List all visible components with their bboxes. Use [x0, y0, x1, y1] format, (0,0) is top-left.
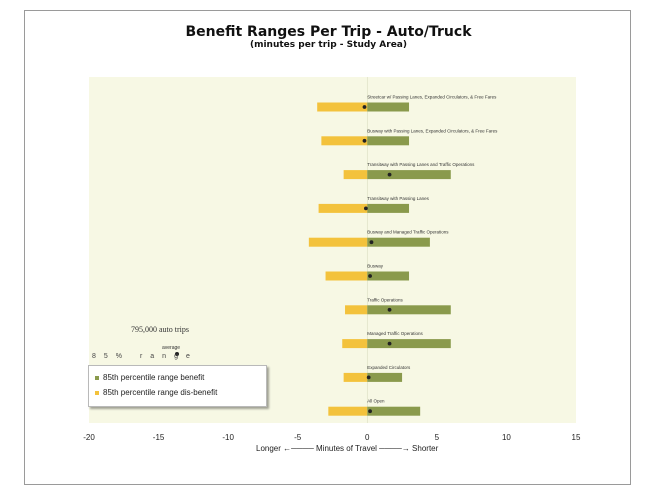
bar-benefit	[367, 170, 451, 180]
bar-disbenefit	[343, 170, 368, 180]
x-tick-label: -15	[153, 433, 165, 442]
average-marker	[387, 307, 392, 312]
chart-title: Benefit Ranges Per Trip - Auto/Truck	[185, 24, 472, 40]
bar-disbenefit	[318, 203, 368, 213]
x-tick-label: -10	[222, 433, 234, 442]
x-axis-label: Longer ←──── Minutes of Travel ────→ Sho…	[256, 444, 439, 453]
bar-category-label: Busway	[367, 264, 384, 269]
bar-category-label: Transitway with Passing Lanes	[367, 196, 429, 201]
bar-disbenefit	[328, 406, 368, 416]
bar-category-label: Managed Traffic Operations	[367, 331, 423, 336]
average-marker-key	[175, 352, 179, 356]
bar-category-label: Expanded Circulators	[367, 365, 411, 370]
average-marker	[369, 240, 374, 245]
bar-disbenefit	[343, 372, 368, 382]
legend: 85th percentile range benefit 85th perce…	[88, 365, 267, 407]
x-tick-label: -5	[294, 433, 302, 442]
bar-category-label: Streetcar w/ Passing Lanes, Expanded Cir…	[367, 95, 497, 100]
bar-benefit	[367, 136, 410, 146]
bar-benefit	[367, 203, 410, 213]
bar-category-label: Busway with Passing Lanes, Expanded Circ…	[367, 128, 498, 133]
bar-benefit	[367, 271, 410, 281]
bar-benefit	[367, 305, 451, 315]
average-marker	[387, 341, 392, 346]
bar-category-label: Transitway with Passing Lanes and Traffi…	[367, 162, 475, 167]
average-note: average	[162, 345, 181, 351]
average-marker	[362, 105, 367, 109]
bar-disbenefit	[321, 136, 368, 146]
x-tick-label: 5	[435, 433, 440, 442]
chart-subtitle: (minutes per trip - Study Area)	[249, 40, 407, 50]
legend-label-disbenefit: 85th percentile range dis-benefit	[103, 388, 218, 397]
bar-benefit	[367, 102, 410, 112]
average-marker	[366, 375, 371, 380]
x-tick-label: 10	[502, 433, 511, 442]
range-note: 85% range	[92, 353, 198, 360]
bar-disbenefit	[317, 102, 368, 112]
legend-label-benefit: 85th percentile range benefit	[103, 373, 205, 382]
bar-category-label: Traffic Operations	[367, 297, 403, 302]
legend-swatch-disbenefit	[95, 390, 99, 395]
bar-category-label: All Open	[367, 399, 385, 404]
bar-benefit	[367, 237, 430, 247]
auto-trips-note: 795,000 auto trips	[131, 325, 189, 334]
legend-swatch-benefit	[95, 375, 99, 380]
average-marker	[387, 172, 392, 177]
legend-item-benefit: 85th percentile range benefit	[95, 373, 204, 382]
x-tick-label: -20	[83, 433, 95, 442]
bar-disbenefit	[325, 271, 368, 281]
average-marker	[368, 409, 372, 414]
bar-disbenefit	[345, 305, 368, 315]
x-axis-ticks: -20 -15 -10 -5 0 5 10 15	[83, 433, 581, 442]
average-marker	[368, 274, 372, 278]
bar-benefit	[367, 339, 451, 349]
bar-disbenefit	[308, 237, 368, 247]
average-marker	[362, 138, 367, 143]
legend-item-disbenefit: 85th percentile range dis-benefit	[95, 388, 217, 397]
bar-category-label: Busway and Managed Traffic Operations	[367, 230, 449, 235]
bar-benefit	[367, 372, 403, 382]
bars: Streetcar w/ Passing Lanes, Expanded Cir…	[308, 95, 498, 416]
x-tick-label: 15	[572, 433, 581, 442]
x-tick-label: 0	[365, 433, 370, 442]
bar-disbenefit	[342, 339, 368, 349]
bar-benefit	[367, 406, 421, 416]
average-marker	[363, 206, 368, 211]
